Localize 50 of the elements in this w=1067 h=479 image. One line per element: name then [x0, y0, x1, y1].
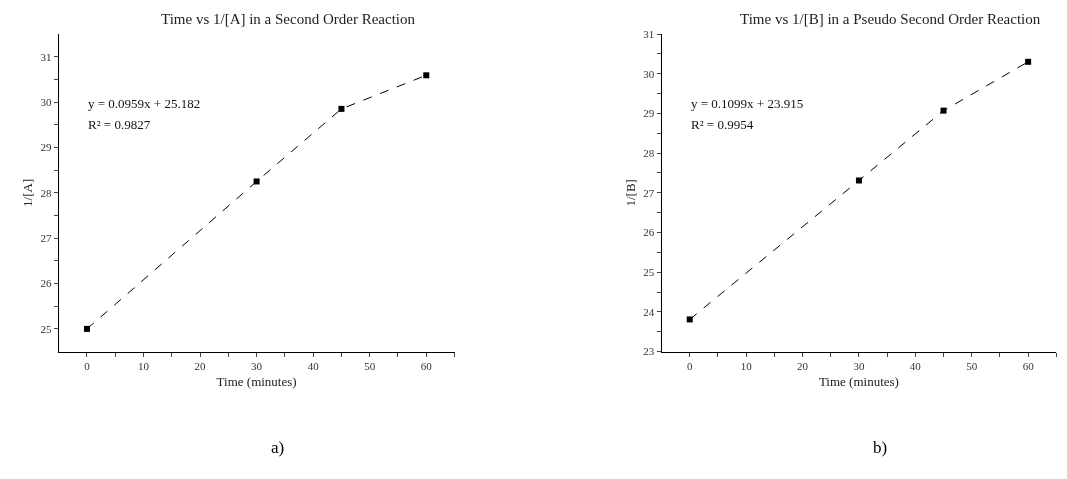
x-tick-label: 0 — [84, 359, 91, 372]
point — [686, 316, 693, 323]
x-tick-label: 50 — [364, 359, 376, 372]
y-tick-label: 25 — [40, 322, 52, 335]
text: b) — [873, 438, 888, 457]
x-tick-label: 20 — [797, 359, 809, 372]
y-tick-label: 31 — [40, 50, 52, 63]
point — [83, 325, 90, 332]
y-tick-label: 28 — [643, 146, 655, 159]
chart-title: Time vs 1/[A] in a Second Order Reaction — [161, 11, 416, 27]
y-tick-label: 29 — [40, 141, 52, 154]
y-tick-label: 27 — [40, 232, 52, 245]
y-tick-label: 25 — [643, 266, 655, 279]
y-tick-label: 26 — [40, 277, 52, 290]
y-tick-label: 27 — [643, 186, 655, 199]
y-axis-title: 1/[A] — [20, 178, 36, 207]
point — [1025, 58, 1032, 65]
chart-title: Time vs 1/[B] in a Pseudo Second Order Reaction — [740, 11, 1041, 27]
x-tick-label: 10 — [740, 359, 753, 372]
x-tick-label: 60 — [420, 359, 433, 372]
x-tick-label: 50 — [966, 359, 978, 372]
x-tick-label: 10 — [138, 359, 150, 372]
y-tick-label: 28 — [40, 186, 52, 199]
y-tick-label: 23 — [643, 345, 655, 358]
text: a) — [271, 438, 285, 457]
point — [338, 105, 345, 112]
y-axis-title: 1/[B] — [623, 179, 639, 207]
y-tick-label: 26 — [643, 226, 655, 239]
annotation: y = 0.1099x + 23.915 — [691, 96, 804, 111]
x-axis-title: Time (minutes) — [818, 374, 899, 390]
point — [855, 177, 862, 184]
y-tick-label: 30 — [40, 95, 52, 108]
x-tick-label: 0 — [686, 359, 693, 372]
x-tick-label: 30 — [251, 359, 263, 372]
point — [940, 107, 947, 114]
annotation: y = 0.0959x + 25.182 — [88, 96, 201, 111]
x-tick-label: 20 — [194, 359, 207, 372]
annotation: R² = 0.9954 — [691, 117, 754, 132]
annotation: R² = 0.9827 — [88, 117, 151, 132]
x-axis-title: Time (minutes) — [216, 374, 297, 390]
x-tick-label: 40 — [307, 359, 320, 372]
y-tick-label: 31 — [643, 27, 655, 40]
y-tick-label: 30 — [643, 67, 655, 80]
point — [423, 72, 430, 79]
x-tick-label: 40 — [909, 359, 922, 372]
x-tick-label: 30 — [853, 359, 865, 372]
point — [253, 178, 260, 185]
y-tick-label: 24 — [643, 305, 655, 318]
x-tick-label: 60 — [1022, 359, 1035, 372]
y-tick-label: 29 — [643, 107, 655, 120]
